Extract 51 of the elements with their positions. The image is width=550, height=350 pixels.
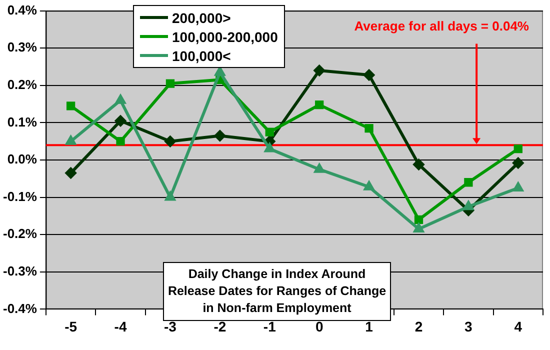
point: [165, 192, 176, 201]
legend-label: 200,000>: [172, 10, 231, 26]
point: [315, 100, 324, 110]
point: [116, 137, 125, 146]
y-tick-label: 0.1%: [7, 114, 38, 130]
x-tick-label: -5: [64, 318, 78, 334]
text: Daily Change in Index Around Release Dates for Ranges of Change in Non-farm Employment: [168, 267, 386, 315]
point: [166, 79, 175, 88]
y-tick-label: -0.1%: [2, 188, 38, 204]
point: [65, 168, 76, 179]
point: [314, 64, 325, 76]
point: [116, 94, 126, 104]
point: [66, 102, 76, 110]
ref-line-label: Average for all days = 0.04%: [354, 18, 530, 34]
point: [464, 178, 473, 187]
y-tick-label: 0.0%: [7, 152, 38, 167]
legend-label: 100,000<: [172, 48, 231, 64]
point: [214, 66, 225, 76]
point: [214, 130, 226, 142]
point: [514, 144, 522, 154]
point: [414, 224, 424, 233]
x-tick-label: 1: [365, 318, 374, 334]
x-tick-label: -4: [114, 318, 127, 334]
point: [413, 158, 424, 170]
point: [66, 136, 76, 145]
y-tick-label: 0.4%: [7, 2, 38, 18]
point: [513, 182, 524, 192]
x-tick-label: -1: [263, 318, 276, 334]
point: [364, 69, 375, 80]
point: [512, 157, 524, 168]
x-tick-label: 2: [414, 318, 423, 334]
point: [314, 164, 324, 173]
x-tick-label: -2: [214, 318, 226, 334]
x-tick-label: 4: [514, 318, 522, 334]
x-tick-label: -3: [164, 318, 177, 334]
y-tick-label: 0.3%: [7, 40, 38, 55]
y-tick-label: -0.2%: [2, 226, 38, 242]
x-tick-label: 3: [464, 318, 473, 334]
y-tick-label: -0.4%: [2, 300, 38, 316]
point: [414, 215, 424, 224]
point: [463, 201, 474, 210]
point: [364, 181, 374, 190]
legend-label: 100,000-200,000: [172, 28, 278, 44]
y-tick-label: 0.2%: [7, 76, 38, 92]
point: [265, 128, 274, 136]
point: [115, 115, 126, 126]
x-tick-label: 0: [315, 318, 324, 334]
y-tick-label: -0.3%: [2, 263, 38, 278]
point: [264, 143, 275, 152]
point: [164, 136, 176, 147]
point: [364, 124, 374, 133]
